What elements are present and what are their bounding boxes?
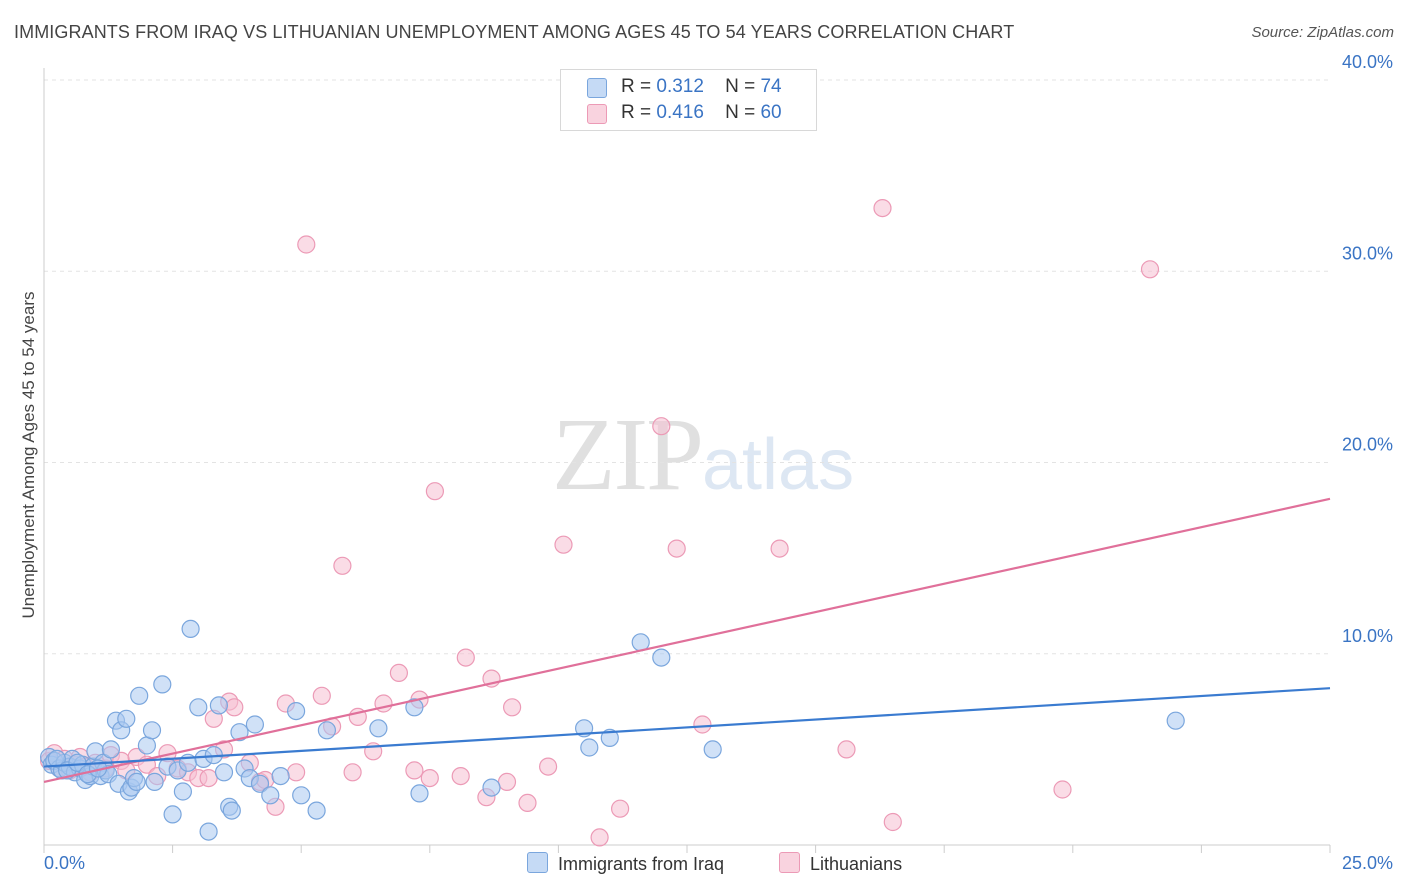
lithuanians-point (554, 535, 573, 554)
axes (43, 68, 1331, 853)
lithuanians-point (389, 663, 408, 683)
iraq-point (271, 766, 290, 786)
lithuanians-point (1140, 260, 1160, 279)
iraq-point (142, 721, 162, 740)
iraq-point (230, 723, 249, 742)
chart-title: IMMIGRANTS FROM IRAQ VS LITHUANIAN UNEMP… (14, 22, 1015, 42)
lithuanians-point (343, 763, 362, 782)
iraq-point (580, 738, 599, 757)
y-tick-label: 10.0% (1342, 626, 1393, 646)
iraq-point (292, 786, 311, 805)
lithuanians-point (590, 828, 609, 847)
iraq-point (245, 715, 264, 734)
lithuanians-point (451, 766, 470, 786)
bottom-legend-lithuanians: Lithuanians (779, 852, 902, 875)
lithuanians-point (225, 698, 244, 717)
iraq-point (130, 686, 149, 705)
tick-labels: 10.0% 20.0% 30.0% 40.0% 0.0% 25.0% (44, 52, 1393, 873)
x-tick-label-end: 25.0% (1342, 853, 1393, 873)
legend-r-value: 0.312 (656, 76, 704, 97)
iraq-trend-line (43, 687, 1331, 768)
bottom-legend-label-lithuanians: Lithuanians (810, 854, 903, 874)
grid-lines (44, 79, 1330, 655)
lithuanians-point (652, 417, 671, 436)
correlation-legend: R = 0.312 N = 74 R = 0.416 N = 60 (560, 69, 817, 131)
iraq-point (47, 749, 67, 769)
iraq-point (153, 675, 172, 694)
iraq-point (652, 648, 671, 667)
bottom-legend-swatch-iraq (527, 852, 548, 873)
iraq-point (410, 784, 429, 803)
lithuanians-point (837, 740, 856, 759)
bottom-legend-label-iraq: Immigrants from Iraq (558, 854, 725, 874)
iraq-point (307, 801, 326, 820)
legend-swatch-iraq (587, 78, 607, 98)
iraq-point (600, 728, 619, 748)
lithuanians-point (770, 539, 789, 558)
iraq-point (222, 801, 241, 820)
iraq-point (173, 782, 192, 801)
legend-n-label: N = (725, 76, 756, 97)
y-tick-label: 30.0% (1342, 243, 1393, 263)
iraq-point (117, 709, 136, 728)
y-axis-title: Unemployment Among Ages 45 to 54 years (19, 292, 38, 619)
iraq-point (250, 774, 270, 793)
lithuanians-point (297, 235, 316, 254)
iraq-point (145, 772, 164, 792)
legend-n-value: 60 (760, 102, 782, 123)
iraq-point (369, 719, 388, 738)
lithuanians-point (497, 772, 517, 792)
iraq-point (127, 772, 146, 792)
lithuanians-point (667, 539, 686, 558)
y-tick-label: 40.0% (1342, 52, 1393, 72)
lithuanians-point (1053, 780, 1072, 799)
iraq-point (137, 736, 156, 755)
legend-r-value: 0.416 (656, 102, 704, 123)
lithuanians-point (538, 757, 558, 776)
iraq-point (101, 740, 121, 759)
lithuanians-point (425, 482, 444, 501)
x-tick-label-start: 0.0% (44, 853, 85, 873)
bottom-legend-iraq: Immigrants from Iraq (527, 852, 724, 875)
iraq-point (287, 701, 306, 721)
iraq-point (405, 698, 424, 717)
lithuanians-point (883, 812, 902, 832)
lithuanians-point (518, 793, 537, 813)
lithuanians-point (456, 648, 475, 667)
legend-swatch-lithuanians (587, 104, 607, 124)
bottom-legend-swatch-lithuanians (779, 852, 800, 873)
iraq-point (214, 763, 234, 782)
iraq-point (199, 822, 218, 841)
iraq-point (68, 753, 87, 772)
lithuanians-point (333, 556, 352, 575)
lithuanians-point (199, 768, 218, 788)
iraq-point (317, 721, 336, 740)
iraq-point (181, 619, 200, 639)
iraq-point (189, 698, 208, 717)
lithuanians-point (405, 761, 424, 780)
y-tick-label: 20.0% (1342, 435, 1393, 455)
lithuanians-point (693, 715, 712, 734)
legend-n-value: 74 (760, 76, 782, 97)
legend-r-label: R = (621, 102, 652, 123)
iraq-point (209, 696, 228, 715)
iraq-point (261, 786, 280, 805)
legend-n-label: N = (725, 102, 756, 123)
lithuanians-point (287, 763, 306, 782)
iraq-point (1166, 711, 1185, 730)
lithuanians-point (312, 686, 331, 705)
iraq-point (703, 740, 722, 759)
lithuanians-trend-line (43, 497, 1331, 783)
source-credit: Source: ZipAtlas.com (1251, 24, 1394, 41)
lithuanians-point (873, 199, 892, 218)
legend-r-label: R = (621, 76, 652, 97)
lithuanians-point (420, 768, 439, 788)
iraq-point (482, 778, 501, 797)
iraq-point (163, 805, 182, 824)
trend-lines (43, 497, 1331, 783)
lithuanians-point (610, 799, 630, 818)
lithuanians-point (502, 698, 522, 717)
